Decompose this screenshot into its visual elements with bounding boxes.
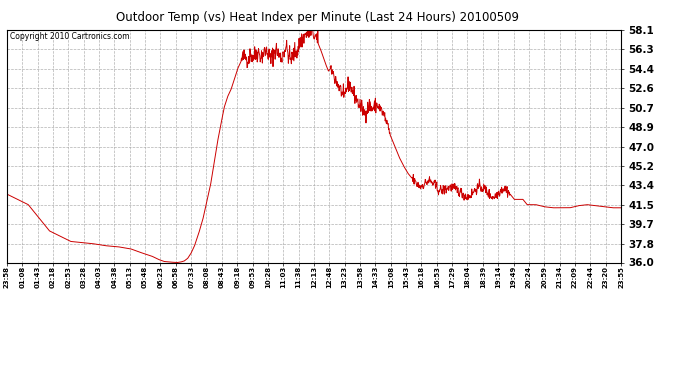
Text: Copyright 2010 Cartronics.com: Copyright 2010 Cartronics.com — [10, 32, 130, 41]
Text: Outdoor Temp (vs) Heat Index per Minute (Last 24 Hours) 20100509: Outdoor Temp (vs) Heat Index per Minute … — [116, 11, 519, 24]
